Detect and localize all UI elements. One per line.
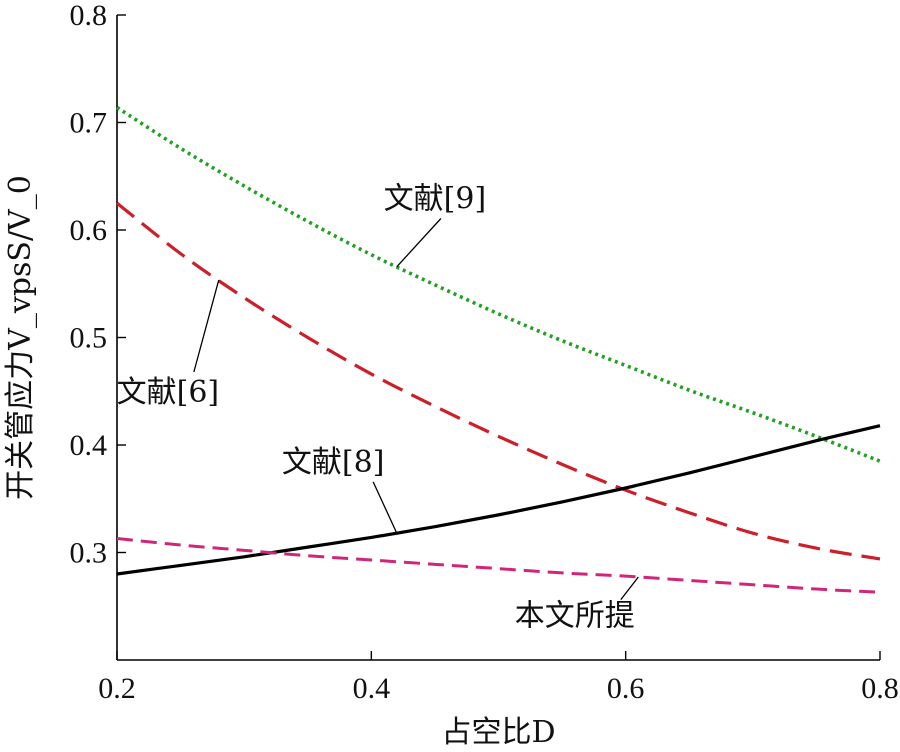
- y-axis-title: 开关管应力V_vpsS/V_0: [3, 175, 38, 500]
- x-axis-title: 占空比D: [441, 715, 555, 750]
- y-tick-label: 0.7: [70, 107, 108, 140]
- y-tick-label: 0.3: [70, 537, 108, 570]
- annotation-leader: [193, 279, 220, 373]
- series-line-3: [116, 537, 881, 594]
- y-tick-label: 0.4: [70, 429, 108, 462]
- x-tick-label: 0.4: [353, 672, 391, 705]
- series-line-0: [116, 105, 881, 463]
- annotation-label: 文献[9]: [384, 182, 487, 217]
- series-line-2: [116, 424, 881, 576]
- annotation-label: 文献[6]: [117, 375, 220, 410]
- series-layer: [116, 105, 881, 594]
- annotation-leader: [396, 218, 442, 268]
- y-tick-label: 0.8: [70, 0, 108, 32]
- series-line-1: [116, 201, 881, 561]
- annotation-label: 文献[8]: [282, 445, 385, 480]
- annotation-label: 本文所提: [515, 599, 635, 634]
- annotation-leader: [620, 576, 639, 600]
- y-tick-label: 0.5: [70, 322, 108, 355]
- x-tick-label: 0.8: [861, 672, 899, 705]
- annotation-layer: 文献[9] 文献[6] 文献[8] 本文所提: [117, 182, 639, 634]
- y-tick-label: 0.6: [70, 214, 108, 247]
- axes: 0.2 0.4 0.6 0.8 0.3 0.4 0.5 0.6 0.7 0.8: [70, 0, 899, 705]
- x-tick-label: 0.6: [607, 672, 645, 705]
- annotation-leader: [372, 481, 398, 534]
- x-tick-label: 0.2: [98, 672, 136, 705]
